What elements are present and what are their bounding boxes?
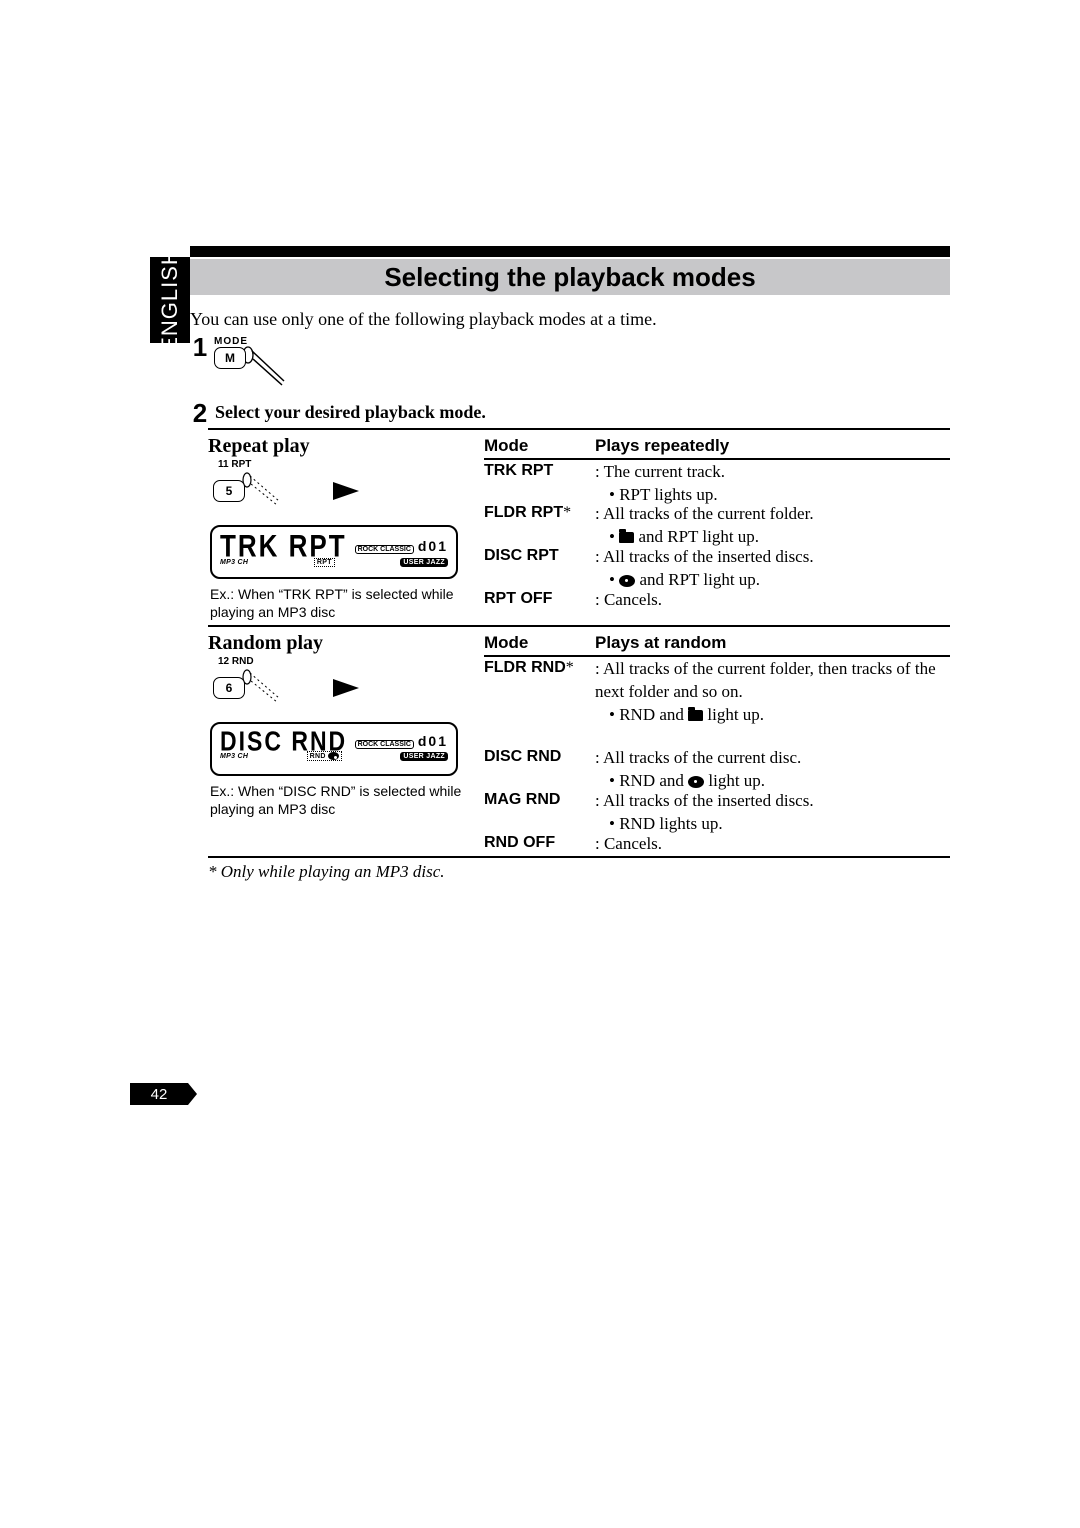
rule-repeat-top: [208, 428, 950, 430]
mode-trk-rpt: TRK RPT: [484, 462, 553, 480]
trk-line1: : The current track.: [595, 461, 950, 484]
press-dots-icon: [241, 471, 303, 511]
display-rock-badge-2: ROCK CLASSIC: [355, 740, 414, 749]
repeat-display-sub: d01: [418, 538, 448, 554]
mode-disc-rpt: DISC RPT: [484, 547, 559, 565]
arrow-right-icon-2: [333, 679, 359, 697]
repeat-button-key: 5: [213, 480, 245, 502]
step-1-digit: 1: [190, 332, 210, 363]
fldr-rnd-label: FLDR RND: [484, 659, 566, 676]
desc-fldr-rpt: : All tracks of the current folder. • an…: [595, 503, 950, 549]
fldr-rpt-label: FLDR RPT: [484, 504, 563, 521]
fldr-rnd-l2b: light up.: [703, 705, 764, 724]
press-lines-icon: [240, 345, 290, 389]
repeat-col-mode: Mode: [484, 436, 528, 456]
desc-fldr-rnd: : All tracks of the current folder, then…: [595, 658, 950, 727]
step-2-number: 2: [190, 398, 210, 429]
disc-rpt-line1: : All tracks of the inserted discs.: [595, 546, 950, 569]
fldr-rnd-l2a: • RND and: [609, 705, 688, 724]
manual-page: ENGLISH Selecting the playback modes You…: [0, 0, 1080, 1528]
step-2-text: Select your desired playback mode.: [215, 402, 486, 423]
footnote: * Only while playing an MP3 disc.: [208, 862, 445, 882]
fldr-rnd-star: *: [566, 659, 574, 676]
mode-button-key: M: [214, 347, 246, 369]
disc-icon-small: [328, 752, 339, 760]
fldr-rpt-l2b: and RPT light up.: [634, 527, 759, 546]
fldr-rpt-l2a: •: [609, 527, 619, 546]
title-bar: Selecting the playback modes: [190, 259, 950, 295]
disc-rpt-l2a: •: [609, 570, 619, 589]
step-2-digit: 2: [190, 398, 210, 429]
random-col-mode: Mode: [484, 633, 528, 653]
random-heading: Random play: [208, 632, 323, 655]
step-1-number: 1: [190, 332, 210, 363]
mode-rpt-off: RPT OFF: [484, 590, 552, 608]
repeat-button-row: 5: [213, 471, 359, 511]
page-title: Selecting the playback modes: [384, 262, 755, 293]
repeat-display-main: TRK RPT: [220, 528, 347, 565]
repeat-button-label: 11 RPT: [218, 459, 251, 470]
mode-mag-rnd: MAG RND: [484, 791, 560, 809]
arrow-right-icon: [333, 482, 359, 500]
language-label: ENGLISH: [157, 248, 183, 352]
fldr-rnd-line2: • RND and light up.: [595, 704, 950, 727]
fldr-rpt-star: *: [563, 504, 571, 521]
folder-icon: [619, 532, 634, 543]
folder-icon-2: [688, 710, 703, 721]
rule-bottom: [208, 856, 950, 858]
mode-disc-rnd: DISC RND: [484, 748, 561, 766]
display-user-badge: USER JAZZ: [400, 558, 448, 567]
desc-trk-rpt: : The current track. • RPT lights up.: [595, 461, 950, 507]
mode-fldr-rnd: FLDR RND*: [484, 659, 574, 677]
display-rock-badge: ROCK CLASSIC: [355, 545, 414, 554]
repeat-heading: Repeat play: [208, 435, 310, 458]
mode-rnd-off: RND OFF: [484, 834, 555, 852]
random-caption: Ex.: When “DISC RND” is selected while p…: [210, 782, 470, 818]
repeat-caption: Ex.: When “TRK RPT” is selected while pl…: [210, 585, 470, 621]
desc-mag-rnd: : All tracks of the inserted discs. • RN…: [595, 790, 950, 836]
display-user-badge-2: USER JAZZ: [400, 752, 448, 761]
rule-random-top: [208, 625, 950, 627]
repeat-display: TRK RPT ROCK CLASSIC d01 MP3 CH RPT USER…: [210, 525, 458, 579]
mode-button-illustration: MODE M: [214, 336, 290, 389]
page-number: 42: [151, 1086, 168, 1103]
page-number-badge: 42: [130, 1083, 188, 1105]
press-dots-icon-2: [241, 668, 303, 708]
disc-icon-2: [688, 776, 704, 788]
desc-rnd-off: : Cancels.: [595, 833, 950, 856]
random-button-row: 6: [213, 668, 359, 708]
desc-disc-rnd: : All tracks of the current disc. • RND …: [595, 747, 950, 793]
random-display-sub: d01: [418, 733, 448, 749]
disc-rnd-l2a: • RND and: [609, 771, 688, 790]
disc-rpt-l2b: and RPT light up.: [635, 570, 760, 589]
desc-rpt-off: : Cancels.: [595, 589, 950, 612]
mode-fldr-rpt: FLDR RPT*: [484, 504, 571, 522]
rule-random-header: [484, 655, 950, 657]
random-button-label: 12 RND: [218, 656, 254, 667]
disc-rnd-line1: : All tracks of the current disc.: [595, 747, 950, 770]
rule-repeat-header: [484, 458, 950, 460]
fldr-rnd-line1: : All tracks of the current folder, then…: [595, 658, 950, 704]
random-display: DISC RND ROCK CLASSIC d01 MP3 CH RND USE…: [210, 722, 458, 776]
disc-icon: [619, 575, 635, 587]
repeat-col-plays: Plays repeatedly: [595, 436, 729, 456]
fldr-rpt-line1: : All tracks of the current folder.: [595, 503, 950, 526]
desc-disc-rpt: : All tracks of the inserted discs. • an…: [595, 546, 950, 592]
random-col-plays: Plays at random: [595, 633, 726, 653]
title-top-rule: [190, 246, 950, 257]
intro-text: You can use only one of the following pl…: [190, 309, 657, 330]
mag-rnd-line1: : All tracks of the inserted discs.: [595, 790, 950, 813]
disc-rnd-l2b: light up.: [704, 771, 765, 790]
random-button-key: 6: [213, 677, 245, 699]
language-tab: ENGLISH: [150, 257, 190, 343]
